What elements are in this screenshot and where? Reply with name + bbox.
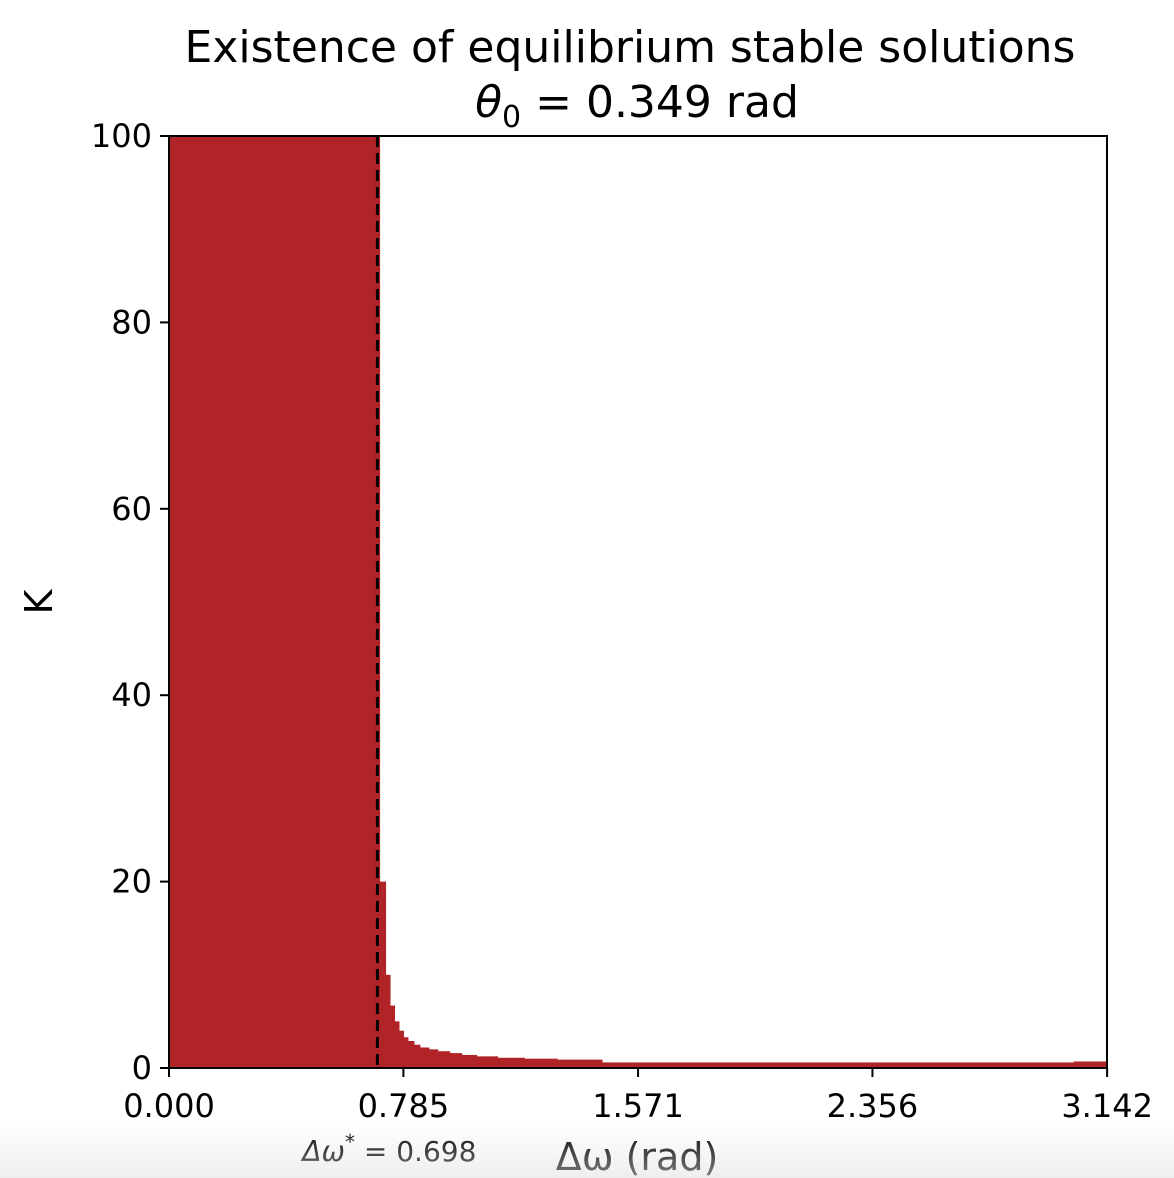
x-tick-label-3: 2.356 [827,1087,919,1125]
y-axis: 0 20 40 60 80 100 [91,117,169,1087]
subtitle-rest: = 0.349 rad [521,77,799,128]
fill-step-15 [497,1057,525,1068]
x-axis-label-rest: (rad) [614,1135,719,1178]
fill-step-9 [419,1047,430,1068]
fill-step-3 [389,1005,396,1068]
fill-step-19 [1073,1061,1108,1068]
fill-step-4 [394,1021,400,1068]
fill-step-13 [461,1054,478,1068]
y-tick-label-0: 0 [132,1049,152,1087]
subtitle-subscript: 0 [502,100,521,135]
fill-step-18 [601,1062,1075,1068]
chart-subtitle: θ0 = 0.349 rad [475,77,799,135]
x-axis-label: Δω (rad) [556,1135,719,1178]
fill-step-10 [428,1049,439,1068]
fill-step-5 [398,1030,404,1068]
x-tick-label-1: 0.785 [358,1087,450,1125]
threshold-label-rest: = 0.698 [355,1135,476,1168]
x-axis: 0.000 0.785 1.571 2.356 3.142 [123,1068,1153,1125]
y-tick-label-4: 80 [111,303,152,341]
fill-step-0 [169,136,381,1068]
fill-step-11 [437,1051,451,1068]
x-axis-label-symbol: Δω [556,1135,614,1178]
y-tick-label-1: 20 [111,863,152,901]
fill-step-8 [413,1044,421,1068]
fill-step-7 [407,1040,415,1068]
y-tick-label-5: 100 [91,117,152,155]
y-tick-label-2: 40 [111,676,152,714]
fill-step-17 [557,1059,603,1068]
fill-step-14 [476,1056,499,1068]
subtitle-symbol: θ [475,77,502,128]
fill-step-6 [403,1037,409,1068]
fill-step-2 [385,974,391,1068]
x-tick-label-2: 1.571 [592,1087,684,1125]
y-tick-label-3: 60 [111,490,152,528]
fill-step-12 [449,1053,463,1068]
threshold-label: Δω* = 0.698 [300,1130,476,1168]
x-tick-label-0: 0.000 [123,1087,215,1125]
fill-step-16 [524,1058,558,1068]
x-tick-label-4: 3.142 [1061,1087,1153,1125]
plot-fill [169,136,1108,1068]
fill-step-1 [379,881,387,1068]
threshold-label-symbol: Δω [300,1135,345,1168]
chart-title: Existence of equilibrium stable solution… [185,22,1076,73]
threshold-label-superscript: * [345,1130,355,1154]
y-axis-label: K [17,588,61,614]
